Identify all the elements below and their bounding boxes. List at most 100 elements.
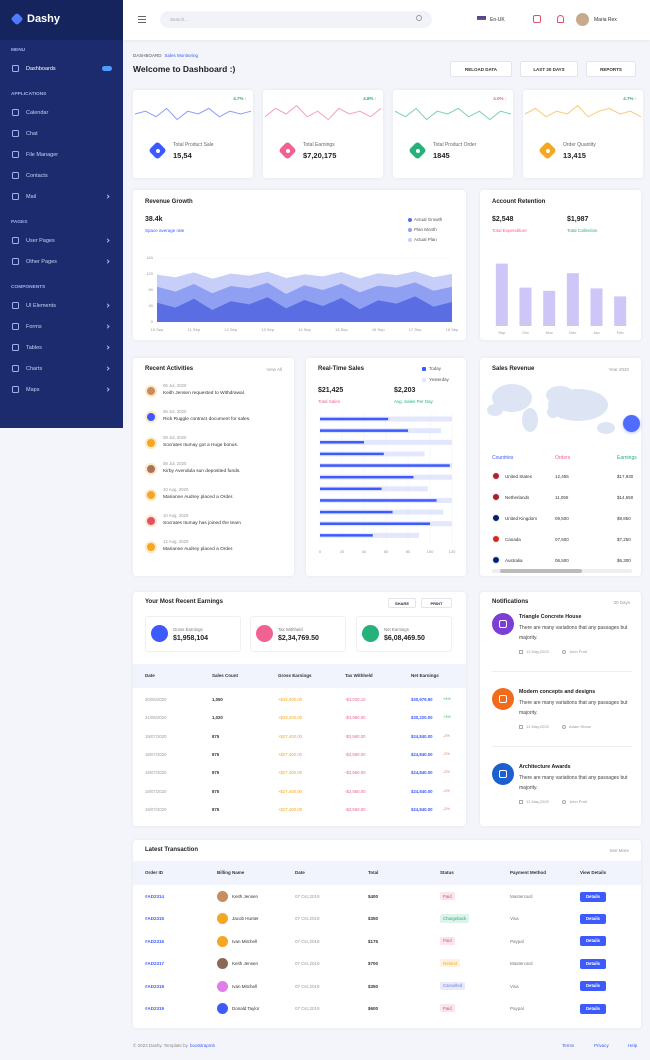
menu-item[interactable]: Calendar: [26, 110, 49, 116]
button[interactable]: SHARE: [388, 598, 416, 608]
payment-method: Visa: [510, 983, 519, 989]
breadcrumb: DASHBOARD Sales Monitoring: [133, 53, 198, 58]
total: $350: [368, 983, 379, 989]
user-avatar[interactable]: [576, 13, 589, 26]
order-id[interactable]: #AD2319: [145, 1006, 165, 1011]
table-cell: Australia: [505, 557, 523, 563]
menu-item[interactable]: Other Pages: [26, 259, 57, 265]
order-id[interactable]: #AD2317: [145, 961, 165, 967]
button[interactable]: RELOAD DATA: [450, 61, 512, 77]
button[interactable]: PRINT: [421, 598, 452, 608]
footer-author[interactable]: bootstrapmb: [189, 1043, 215, 1048]
divider: [492, 746, 632, 747]
table-cell: -$2,560.00: [345, 788, 366, 794]
details-button[interactable]: Details: [580, 1003, 606, 1014]
menu-item[interactable]: UI Elements: [26, 303, 56, 309]
change: -2%: [443, 788, 450, 793]
order-id[interactable]: #AD2314: [145, 894, 165, 899]
activity-date: 08 Jul, 2020: [163, 461, 187, 466]
period-select[interactable]: 30 Days: [613, 600, 630, 605]
footer-link[interactable]: Help: [628, 1043, 638, 1048]
button[interactable]: LAST 30 DAYS: [520, 61, 578, 77]
menu-item[interactable]: User Pages: [26, 238, 55, 244]
bell-icon[interactable]: [557, 15, 564, 23]
stat-value: 13,415: [563, 151, 586, 160]
billing-name: Jacob Hunter: [232, 916, 259, 922]
table-cell: 11,055: [555, 494, 569, 500]
page-title: Welcome to Dashboard :): [133, 64, 236, 74]
activity-text: Keith Jensen requested to Withdrawal.: [163, 391, 246, 396]
table-cell: +$34,000.00: [278, 697, 303, 702]
menu-item[interactable]: File Manager: [26, 152, 59, 158]
menu-item[interactable]: Charts: [26, 366, 43, 372]
user-name[interactable]: Maria Rex: [594, 17, 617, 23]
map-button[interactable]: [623, 415, 640, 432]
section-title: APPLICATIONS: [11, 92, 47, 97]
menu-item[interactable]: Contacts: [26, 173, 48, 179]
language[interactable]: En-UK: [490, 17, 505, 23]
calendar-icon: [519, 800, 523, 804]
footer-link[interactable]: Terms: [562, 1043, 575, 1048]
section-title: COMPONENTS: [11, 285, 46, 290]
table-cell: +$27,400.00: [278, 788, 303, 794]
menu-icon: [12, 323, 19, 330]
metric-label: Total Expenditure: [492, 228, 527, 233]
link[interactable]: View All: [266, 367, 282, 372]
breadcrumb-item[interactable]: Sales Monitoring: [164, 53, 199, 58]
table-cell: 19/07/2020: [145, 788, 167, 794]
search-box[interactable]: [160, 11, 432, 28]
order-id[interactable]: #AD2318: [145, 983, 165, 989]
stat-value: $1,958,104: [173, 635, 209, 642]
menu-item[interactable]: Maps: [26, 387, 40, 393]
flag-icon: [477, 16, 486, 22]
details-button[interactable]: Details: [580, 958, 606, 969]
column-header: Tax Withheld: [345, 673, 373, 678]
menu-icon: [12, 172, 19, 179]
menu-item[interactable]: Chat: [26, 131, 38, 137]
menu-item[interactable]: Tables: [26, 345, 42, 351]
status-badge: Paid: [440, 892, 455, 901]
menu-icon: [12, 151, 19, 158]
column-header: Net Earnings: [411, 673, 439, 678]
change: -2%: [443, 733, 450, 738]
divider: [492, 671, 632, 672]
column-header: Billing Name: [217, 870, 245, 875]
notification-author: John Pruit: [569, 798, 588, 804]
notification-icon: [492, 613, 514, 635]
order-id[interactable]: #AD2316: [145, 938, 165, 944]
legend-marker: [422, 367, 426, 371]
scrollbar-thumb[interactable]: [500, 569, 582, 573]
activity-date: 12 Aug, 2020: [163, 539, 189, 544]
stat-label: Gross Earnings: [173, 627, 203, 632]
stat-box: [356, 616, 452, 652]
table-cell: 12,455: [555, 473, 569, 479]
apps-icon[interactable]: [533, 15, 541, 23]
details-button[interactable]: Details: [580, 936, 606, 947]
table-cell: 19/07/2020: [145, 733, 167, 739]
period-select[interactable]: Year 2020: [608, 367, 629, 372]
table-cell: 20/05/2020: [145, 697, 167, 702]
order-id[interactable]: #AD2315: [145, 916, 165, 922]
user-icon: [562, 725, 566, 729]
notification-text: There are many variations that any passa…: [519, 775, 628, 791]
menu-item[interactable]: Dashboards: [26, 66, 56, 72]
menu-item[interactable]: Forms: [26, 324, 42, 330]
table-cell: United Kingdom: [505, 515, 538, 521]
copyright: © 2023 Dashy. Template by: [133, 1043, 188, 1048]
table-cell: 875: [212, 770, 220, 776]
footer-link[interactable]: Privacy: [594, 1043, 609, 1048]
details-button[interactable]: Details: [580, 981, 606, 992]
link[interactable]: See More: [609, 848, 629, 853]
table-cell: $24,840.00: [411, 733, 433, 739]
stat-label: Order Quantity: [563, 142, 596, 148]
card-title: Latest Transaction: [145, 847, 199, 853]
details-button[interactable]: Details: [580, 913, 606, 924]
menu-icon: [12, 193, 19, 200]
button[interactable]: REPORTS: [586, 61, 636, 77]
menu-item[interactable]: Mail: [26, 194, 37, 200]
table-cell: $6,300: [617, 557, 631, 563]
notification-date: 12 May,2020: [526, 798, 549, 804]
footer-left: © 2023 Dashy. Template by bootstrapmb: [133, 1043, 215, 1048]
details-button[interactable]: Details: [580, 891, 606, 902]
table-cell: 21/05/2020: [145, 715, 167, 721]
